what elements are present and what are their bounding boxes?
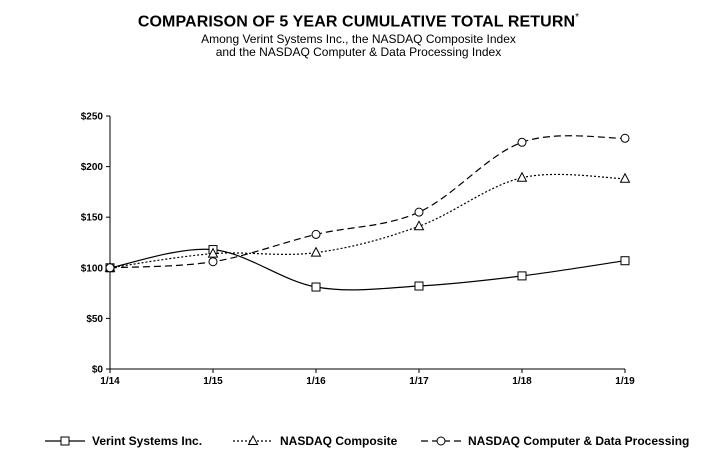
- data-point-nasdaq-computer-data-processing: [311, 229, 321, 239]
- legend-label: NASDAQ Computer & Data Processing: [468, 434, 689, 448]
- y-tick-label: $200: [81, 162, 104, 173]
- title-footnote-mark: *: [575, 12, 580, 23]
- y-tick-label: $100: [81, 263, 104, 274]
- x-tick-label: 1/15: [203, 376, 223, 387]
- data-point-verint-systems-inc: [620, 256, 630, 266]
- data-point-verint-systems-inc: [517, 271, 527, 281]
- data-point-nasdaq-computer-data-processing: [414, 207, 424, 217]
- data-point-nasdaq-computer-data-processing: [517, 137, 527, 147]
- legend-label: Verint Systems Inc.: [92, 434, 202, 448]
- legend-marker: [436, 436, 446, 446]
- series-line-nasdaq-computer-data-processing: [109, 135, 626, 269]
- data-point-nasdaq-computer-data-processing: [208, 257, 218, 267]
- legend-label: NASDAQ Composite: [280, 434, 398, 448]
- x-tick-label: 1/19: [615, 376, 635, 387]
- chart-subtitle-line-1: Among Verint Systems Inc., the NASDAQ Co…: [201, 32, 516, 46]
- x-tick-label: 1/16: [306, 376, 326, 387]
- data-point-nasdaq-computer-data-processing: [620, 133, 630, 143]
- data-point-verint-systems-inc: [311, 282, 321, 292]
- series-line-nasdaq-composite: [109, 173, 626, 269]
- y-tick-label: $250: [81, 112, 104, 123]
- data-point-nasdaq-composite: [413, 220, 425, 231]
- data-point-nasdaq-computer-data-processing: [105, 263, 115, 273]
- data-point-nasdaq-composite: [619, 172, 631, 183]
- y-tick-label: $0: [92, 365, 104, 376]
- x-tick-label: 1/14: [100, 376, 120, 387]
- x-tick-label: 1/18: [512, 376, 532, 387]
- chart-title: COMPARISON OF 5 YEAR CUMULATIVE TOTAL RE…: [137, 12, 580, 31]
- chart-subtitle-line-2: and the NASDAQ Computer & Data Processin…: [215, 45, 502, 59]
- legend-marker: [247, 434, 259, 445]
- y-tick-label: $150: [81, 213, 104, 224]
- x-tick-label: 1/17: [409, 376, 429, 387]
- data-point-nasdaq-composite: [516, 171, 528, 182]
- data-point-nasdaq-composite: [207, 247, 219, 258]
- series-line-verint-systems-inc: [109, 248, 626, 291]
- data-point-verint-systems-inc: [414, 281, 424, 291]
- data-point-nasdaq-composite: [310, 246, 322, 257]
- legend-marker: [60, 436, 70, 446]
- y-tick-label: $50: [86, 314, 103, 325]
